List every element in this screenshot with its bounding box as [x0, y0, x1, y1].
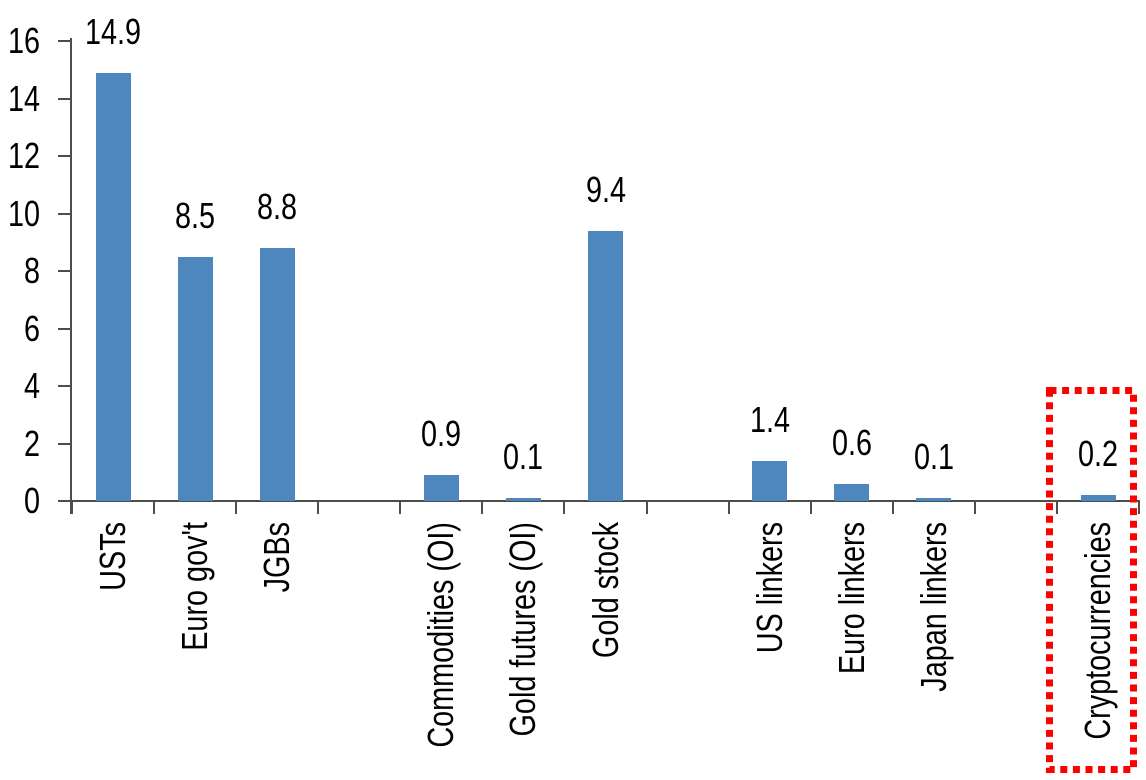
- y-axis-tick: [58, 443, 70, 445]
- x-axis-tick: [563, 501, 565, 514]
- x-axis-tick: [153, 501, 155, 514]
- value-label-usts: 14.9: [84, 10, 142, 52]
- category-label-us-linkers: US linkers: [748, 522, 790, 654]
- x-axis-tick: [646, 501, 648, 514]
- bar-usts: [95, 72, 131, 501]
- value-label-cryptocurrencies: 0.2: [1077, 433, 1119, 475]
- y-axis-tick-label: 16: [8, 20, 41, 61]
- x-axis-tick: [317, 501, 319, 514]
- value-label-us-linkers: 1.4: [749, 398, 790, 440]
- y-axis-tick: [58, 155, 70, 157]
- category-label-gold-futures-oi: Gold futures (OI): [502, 522, 544, 737]
- value-label-jgbs: 8.8: [257, 186, 298, 227]
- category-label-usts: USTs: [92, 522, 133, 591]
- x-axis-tick: [810, 501, 812, 514]
- bar-euro-linkers: [834, 483, 870, 502]
- bar-us-linkers: [752, 460, 788, 502]
- x-axis-tick: [1056, 501, 1058, 514]
- x-axis-tick: [974, 501, 976, 514]
- x-axis-tick: [235, 501, 237, 514]
- y-axis-tick: [58, 385, 70, 387]
- x-axis-tick: [399, 501, 401, 514]
- category-label-euro-linkers: Euro linkers: [830, 522, 872, 675]
- y-axis-tick: [58, 270, 70, 272]
- x-axis-tick: [892, 501, 894, 514]
- bar-euro-gov-t: [177, 256, 213, 501]
- y-axis-tick-label: 12: [8, 135, 41, 176]
- y-axis-tick: [58, 500, 70, 502]
- y-axis-tick: [58, 328, 70, 330]
- value-label-euro-linkers: 0.6: [831, 421, 872, 463]
- value-label-gold-stock: 9.4: [585, 168, 626, 210]
- y-axis-line: [70, 38, 72, 514]
- bar-gold-stock: [588, 230, 623, 502]
- y-axis-tick-label: 2: [23, 423, 40, 464]
- bar-commodities-oi: [423, 475, 459, 501]
- x-axis-tick: [728, 501, 730, 514]
- x-axis-tick: [1138, 501, 1140, 514]
- x-axis-tick: [481, 501, 483, 514]
- bar-cryptocurrencies: [1080, 495, 1116, 502]
- category-label-euro-gov-t: Euro gov't: [174, 522, 216, 651]
- highlight-box-cryptocurrencies: [1046, 387, 1137, 773]
- value-label-japan-linkers: 0.1: [913, 436, 954, 478]
- category-label-commodities-oi: Commodities (OI): [420, 522, 462, 748]
- y-axis-tick-label: 4: [23, 365, 40, 406]
- y-axis-tick-label: 10: [8, 193, 41, 234]
- value-label-gold-futures-oi: 0.1: [503, 436, 544, 478]
- category-label-jgbs: JGBs: [256, 522, 298, 593]
- bar-gold-futures-oi: [505, 498, 541, 501]
- y-axis-tick: [58, 213, 70, 215]
- bar-jgbs: [259, 248, 295, 501]
- y-axis-tick-label: 6: [23, 308, 40, 349]
- y-axis-tick-label: 0: [23, 480, 40, 521]
- y-axis-tick-label: 8: [23, 250, 40, 291]
- y-axis-tick-label: 14: [8, 78, 41, 119]
- value-label-euro-gov-t: 8.5: [175, 194, 216, 236]
- category-label-japan-linkers: Japan linkers: [912, 522, 954, 692]
- value-label-commodities-oi: 0.9: [421, 413, 462, 455]
- y-axis-tick: [58, 98, 70, 100]
- x-axis-tick: [71, 501, 73, 514]
- y-axis-tick: [58, 40, 70, 42]
- category-label-gold-stock: Gold stock: [584, 522, 626, 659]
- bar-japan-linkers: [916, 498, 952, 501]
